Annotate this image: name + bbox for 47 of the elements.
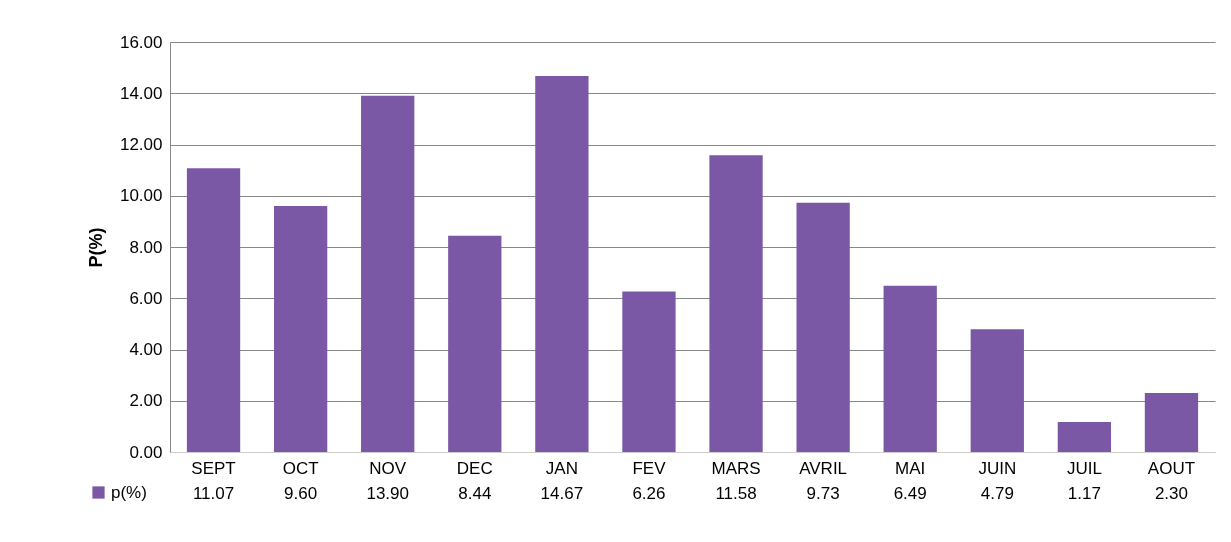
y-tick-label: 12.00 [119,135,163,154]
data-label: 6.26 [632,484,666,503]
x-tick-label: SEPT [191,458,236,478]
x-tick-label: MARS [711,458,761,478]
bar [361,95,415,452]
bar [883,285,937,452]
bar [709,155,763,452]
y-tick-label: 2.00 [129,391,163,411]
x-tick-label: JUIL [1066,458,1102,478]
data-label: 9.73 [806,484,840,503]
data-label: 6.49 [893,484,927,503]
y-axis-title: P(%) [85,227,106,268]
bar [186,168,241,452]
data-label: 1.17 [1067,484,1101,503]
bar [273,206,328,452]
x-tick-label: NOV [369,458,407,478]
y-tick-label: 16.00 [119,32,163,52]
y-tick-label: 6.00 [129,288,163,308]
data-label: 8.44 [458,484,492,503]
y-tick-label: 4.00 [129,340,163,359]
y-tick-label: 14.00 [119,83,163,103]
x-tick-label: JAN [545,458,578,478]
legend-label: p(%) [111,482,147,502]
data-label: 11.07 [192,484,235,503]
data-label: 11.58 [715,484,757,503]
y-tick-label: 0.00 [129,442,163,462]
bar [448,235,502,452]
x-tick-label: FEV [632,458,667,478]
data-label: 9.60 [284,484,318,503]
x-tick-label: DEC [456,458,493,478]
x-tick-label: OCT [282,458,319,478]
x-tick-label: MAI [895,458,926,478]
y-tick-label: 8.00 [129,237,163,257]
bar [796,202,850,452]
data-label: 4.79 [980,484,1014,503]
x-tick-label: AOUT [1147,458,1196,478]
x-tick-label: AVRIL [799,458,848,478]
data-label: 2.30 [1154,484,1189,503]
bar [622,291,676,452]
bar [535,76,589,452]
data-label: 13.90 [366,484,409,503]
data-label: 14.67 [540,484,584,503]
bar [970,329,1024,452]
y-tick-label: 10.00 [119,186,163,206]
x-tick-label: JUIN [978,458,1017,478]
bar [1144,393,1199,452]
bar [1057,422,1112,452]
